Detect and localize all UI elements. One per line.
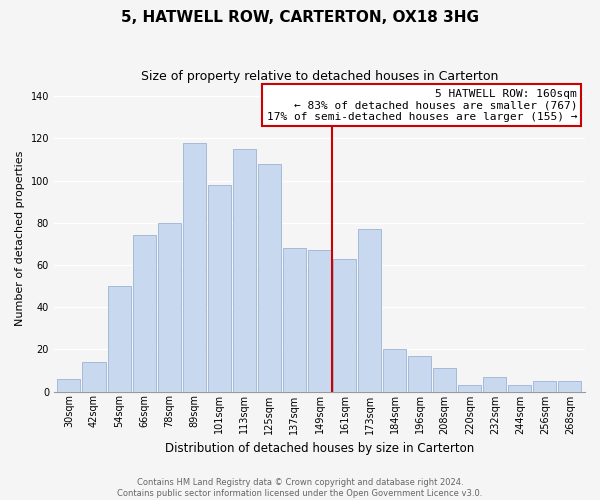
Bar bbox=[333, 258, 356, 392]
Bar bbox=[308, 250, 331, 392]
Bar bbox=[433, 368, 456, 392]
Bar bbox=[58, 379, 80, 392]
Y-axis label: Number of detached properties: Number of detached properties bbox=[15, 151, 25, 326]
Bar bbox=[182, 142, 206, 392]
Bar bbox=[383, 350, 406, 392]
Bar bbox=[283, 248, 306, 392]
Bar bbox=[559, 381, 581, 392]
Bar bbox=[258, 164, 281, 392]
Bar bbox=[458, 385, 481, 392]
Text: 5, HATWELL ROW, CARTERTON, OX18 3HG: 5, HATWELL ROW, CARTERTON, OX18 3HG bbox=[121, 10, 479, 25]
Bar bbox=[208, 184, 231, 392]
Bar bbox=[133, 236, 155, 392]
Bar bbox=[508, 385, 532, 392]
Bar bbox=[358, 229, 381, 392]
Bar bbox=[408, 356, 431, 392]
Text: Contains HM Land Registry data © Crown copyright and database right 2024.
Contai: Contains HM Land Registry data © Crown c… bbox=[118, 478, 482, 498]
Bar bbox=[82, 362, 106, 392]
Bar bbox=[107, 286, 131, 392]
Text: 5 HATWELL ROW: 160sqm
← 83% of detached houses are smaller (767)
17% of semi-det: 5 HATWELL ROW: 160sqm ← 83% of detached … bbox=[266, 88, 577, 122]
Bar bbox=[233, 149, 256, 392]
X-axis label: Distribution of detached houses by size in Carterton: Distribution of detached houses by size … bbox=[165, 442, 474, 455]
Title: Size of property relative to detached houses in Carterton: Size of property relative to detached ho… bbox=[141, 70, 498, 83]
Bar bbox=[158, 222, 181, 392]
Bar bbox=[483, 376, 506, 392]
Bar bbox=[533, 381, 556, 392]
